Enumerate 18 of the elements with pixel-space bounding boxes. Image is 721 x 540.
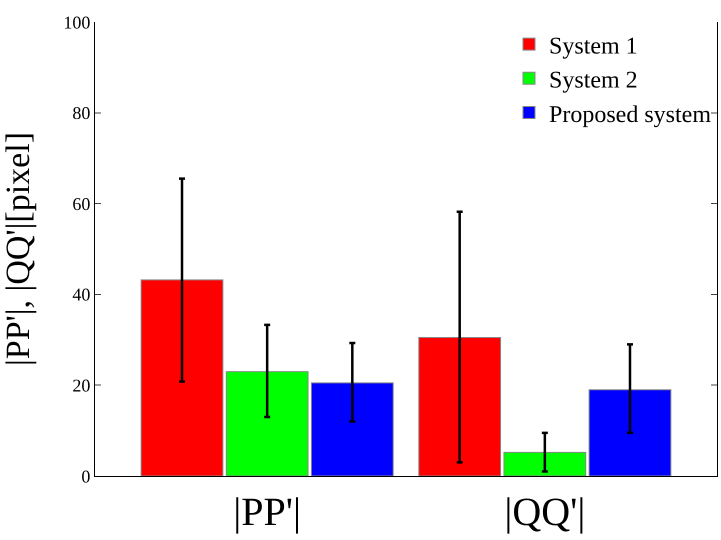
bar bbox=[226, 371, 309, 476]
bar bbox=[310, 382, 394, 476]
x-tick-label: |QQ'| bbox=[504, 489, 586, 534]
y-tick-label: 80 bbox=[72, 103, 90, 124]
y-tick-label: 100 bbox=[63, 12, 90, 32]
legend-label: Proposed system bbox=[549, 102, 712, 128]
y-axis-title: |PP'|, |QQ'|[pixel] bbox=[0, 132, 37, 366]
bar bbox=[503, 452, 586, 476]
y-tick-label: 20 bbox=[72, 376, 90, 396]
y-tick-label: 0 bbox=[81, 466, 90, 486]
bar bbox=[418, 337, 502, 476]
bar bbox=[140, 279, 224, 476]
legend-label: System 2 bbox=[549, 68, 638, 94]
y-tick-label: 40 bbox=[72, 284, 90, 305]
bar bbox=[588, 389, 672, 476]
x-tick-label: |PP'| bbox=[233, 489, 302, 534]
y-tick-label: 60 bbox=[72, 194, 90, 214]
legend-label: System 1 bbox=[549, 33, 638, 60]
